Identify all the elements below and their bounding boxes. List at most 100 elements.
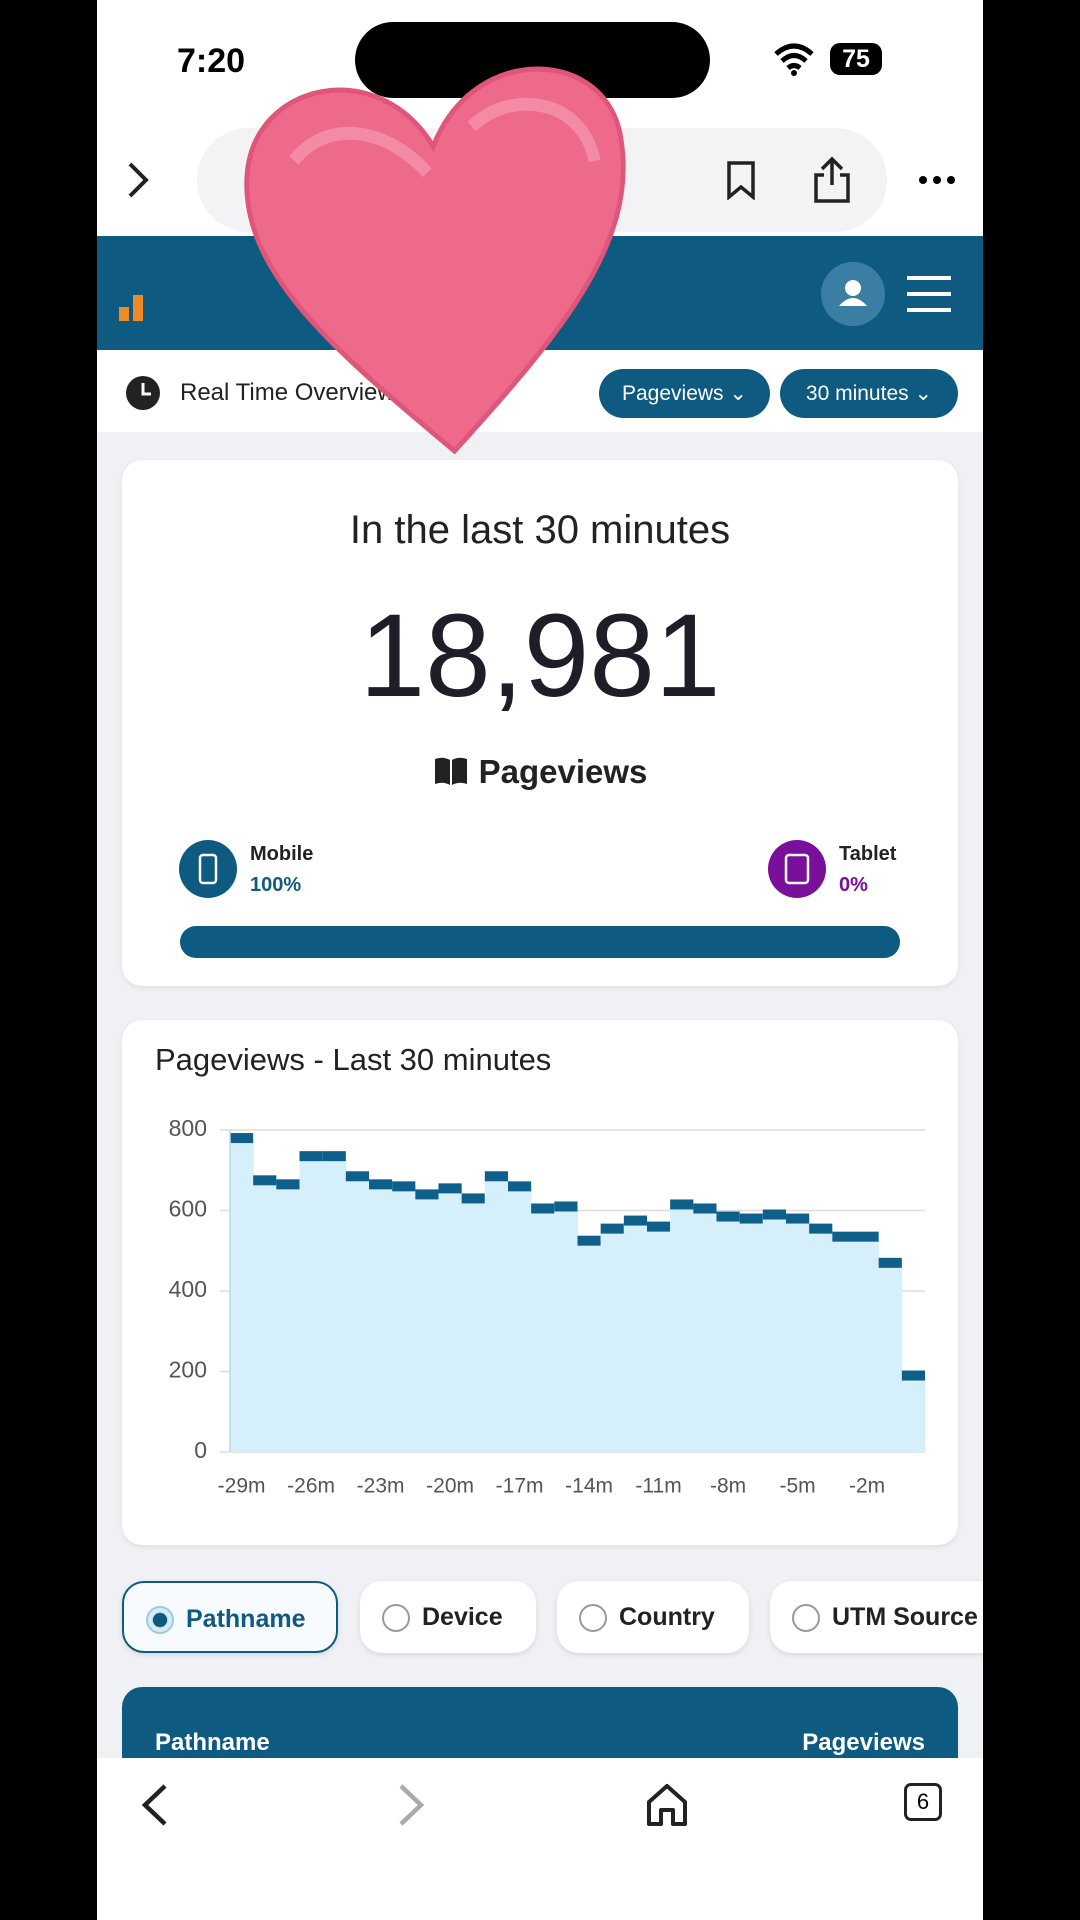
x-tick-label: -2m	[849, 1475, 885, 1498]
step-cap	[786, 1213, 810, 1224]
area-step	[600, 1228, 625, 1452]
y-tick-label: 0	[194, 1437, 207, 1463]
step-cap	[647, 1221, 671, 1232]
device-name: Mobile	[250, 843, 314, 865]
step-cap	[322, 1151, 346, 1162]
step-cap	[276, 1179, 300, 1190]
x-tick-label: -11m	[635, 1475, 681, 1498]
app-logo	[119, 295, 143, 321]
step-cap	[484, 1171, 508, 1182]
area-step	[415, 1194, 439, 1452]
tab-label: UTM Source	[832, 1603, 978, 1631]
column-header: Pathname	[155, 1729, 270, 1756]
step-cap	[415, 1189, 439, 1200]
step-cap	[716, 1211, 740, 1222]
summary-heading: In the last 30 minutes	[349, 508, 731, 552]
y-tick-label: 600	[169, 1196, 207, 1222]
area-step	[878, 1262, 903, 1452]
x-tick-label: -20m	[426, 1475, 474, 1498]
tab-label: Device	[422, 1603, 503, 1631]
range-button[interactable]: 30 minutes ⌄	[780, 369, 958, 418]
menu-icon[interactable]	[905, 274, 953, 314]
metric-button-label: Pageviews	[622, 382, 724, 405]
step-cap	[461, 1193, 485, 1204]
area-step	[253, 1180, 277, 1452]
step-cap	[600, 1223, 624, 1234]
x-tick-label: -5m	[779, 1475, 815, 1498]
y-tick-label: 800	[169, 1115, 207, 1141]
x-tick-label: -23m	[357, 1475, 405, 1498]
wifi-icon	[774, 43, 814, 76]
area-step	[484, 1176, 509, 1452]
area-step	[623, 1220, 648, 1452]
step-cap	[392, 1181, 416, 1192]
metric-button[interactable]: Pageviews ⌄	[599, 369, 770, 418]
step-cap	[577, 1235, 601, 1246]
realtime-label[interactable]: Real Time Overview	[180, 379, 395, 406]
forward-button[interactable]	[393, 1782, 429, 1828]
step-cap	[693, 1203, 717, 1214]
x-tick-label: -14m	[565, 1475, 613, 1498]
area-step	[276, 1184, 300, 1452]
summary-metric-label: Pageviews	[478, 753, 648, 790]
step-cap	[901, 1370, 925, 1381]
area-step	[832, 1236, 856, 1452]
device-share: 0%	[839, 874, 868, 896]
back-button[interactable]	[137, 1782, 173, 1828]
step-cap	[369, 1179, 393, 1190]
status-time: 7:20	[177, 42, 246, 80]
area-step	[786, 1218, 810, 1452]
more-icon[interactable]	[917, 170, 957, 190]
step-cap	[809, 1223, 833, 1234]
area-step	[762, 1214, 787, 1452]
home-button[interactable]	[645, 1782, 689, 1828]
screen: 7:20 75 Real Time Overview Pageviews ⌄ 3…	[97, 0, 983, 1920]
chart-title: Pageviews - Last 30 minutes	[155, 1042, 551, 1077]
summary-metric: Pageviews	[122, 753, 958, 791]
step-cap	[299, 1151, 323, 1162]
range-button-label: 30 minutes	[805, 382, 909, 405]
device-share-bar	[180, 926, 900, 958]
heart-sticker	[244, 66, 626, 455]
book-icon	[434, 757, 467, 785]
area-step	[438, 1188, 463, 1452]
area-step	[855, 1236, 880, 1452]
battery: 75	[830, 43, 882, 75]
tab-utm[interactable]: UTM Source	[770, 1581, 983, 1653]
area-step	[230, 1138, 254, 1452]
x-tick-label: -26m	[287, 1475, 335, 1498]
x-tick-label: -8m	[710, 1475, 746, 1498]
step-cap	[832, 1231, 856, 1242]
step-cap	[230, 1133, 254, 1144]
step-cap	[739, 1213, 763, 1224]
y-tick-label: 200	[169, 1357, 207, 1383]
tab-device[interactable]: Device	[360, 1581, 536, 1653]
step-cap	[762, 1209, 786, 1220]
step-cap	[345, 1171, 369, 1182]
back-chevron[interactable]	[122, 160, 152, 200]
tabs-button[interactable]: 6	[904, 1783, 942, 1821]
avatar-button[interactable]	[821, 262, 885, 326]
area-step	[577, 1240, 602, 1452]
area-step	[901, 1375, 926, 1452]
area-step	[461, 1198, 486, 1452]
step-cap	[508, 1181, 532, 1192]
share-icon[interactable]	[812, 155, 852, 205]
tab-country[interactable]: Country	[557, 1581, 749, 1653]
clock-icon	[126, 376, 160, 410]
bookmark-icon[interactable]	[725, 160, 757, 200]
step-cap	[623, 1215, 647, 1226]
area-step	[322, 1156, 347, 1452]
tab-pathname[interactable]: Pathname	[122, 1581, 338, 1653]
step-cap	[878, 1257, 902, 1268]
area-step	[392, 1186, 416, 1452]
step-cap	[554, 1201, 578, 1212]
area-step	[809, 1228, 833, 1452]
step-cap	[670, 1199, 694, 1210]
area-step	[739, 1218, 764, 1452]
mobile-icon	[179, 840, 237, 898]
area-step	[554, 1206, 578, 1452]
area-step	[299, 1156, 324, 1452]
area-step	[693, 1208, 717, 1452]
